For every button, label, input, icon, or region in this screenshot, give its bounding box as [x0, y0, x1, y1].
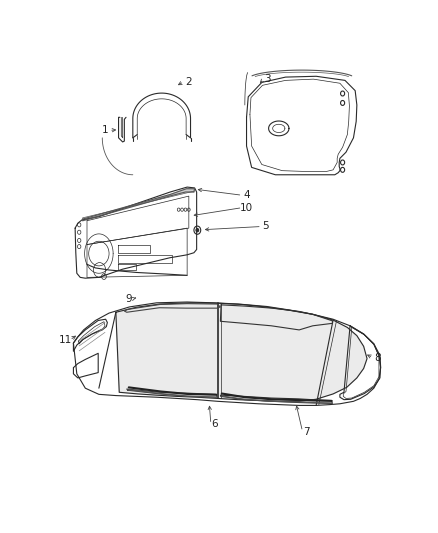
Polygon shape	[83, 189, 194, 221]
Text: 9: 9	[125, 294, 132, 304]
Text: 11: 11	[59, 335, 72, 345]
Text: 7: 7	[303, 427, 310, 437]
Text: 3: 3	[265, 74, 271, 84]
Text: 5: 5	[262, 222, 269, 231]
Text: 2: 2	[185, 77, 191, 86]
Text: 1: 1	[102, 125, 108, 135]
Text: 8: 8	[374, 353, 381, 363]
Text: 6: 6	[212, 419, 218, 429]
Polygon shape	[116, 303, 367, 401]
Text: 10: 10	[240, 203, 253, 213]
Circle shape	[196, 229, 199, 232]
Text: 4: 4	[243, 190, 250, 200]
